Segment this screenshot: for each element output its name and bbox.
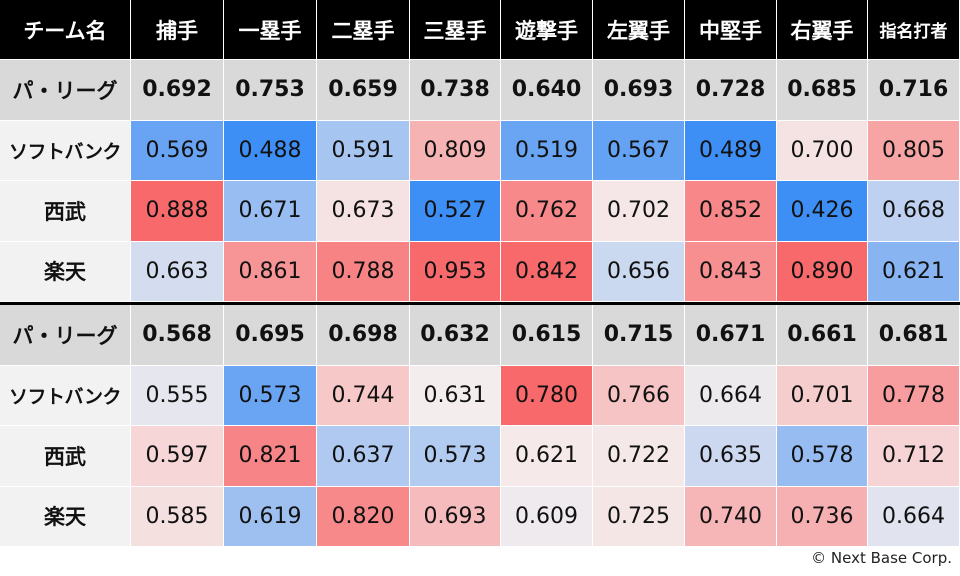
team-label: 西武 [0, 426, 131, 487]
team-label: ソフトバンク [0, 120, 131, 181]
value-cell: 0.766 [593, 365, 685, 426]
value-cell: 0.668 [868, 181, 960, 242]
league-avg-cell: 0.715 [593, 305, 685, 366]
value-cell: 0.722 [593, 426, 685, 487]
league-avg-cell: 0.695 [224, 305, 317, 366]
value-cell: 0.664 [868, 486, 960, 547]
value-cell: 0.488 [224, 120, 317, 181]
value-cell: 0.693 [410, 486, 501, 547]
value-cell: 0.953 [410, 241, 501, 302]
value-cell: 0.702 [593, 181, 685, 242]
value-cell: 0.426 [777, 181, 868, 242]
value-cell: 0.805 [868, 120, 960, 181]
value-cell: 0.744 [317, 365, 410, 426]
team-label: 楽天 [0, 241, 131, 302]
value-cell: 0.609 [501, 486, 593, 547]
header-position-1: 捕手 [131, 0, 224, 60]
value-cell: 0.736 [777, 486, 868, 547]
value-cell: 0.842 [501, 241, 593, 302]
league-avg-cell: 0.640 [501, 60, 593, 121]
value-cell: 0.631 [410, 365, 501, 426]
value-cell: 0.780 [501, 365, 593, 426]
value-cell: 0.573 [224, 365, 317, 426]
team-label: 楽天 [0, 486, 131, 547]
header-position-3: 二塁手 [317, 0, 410, 60]
value-cell: 0.569 [131, 120, 224, 181]
header-position-6: 左翼手 [593, 0, 685, 60]
league-avg-cell: 0.685 [777, 60, 868, 121]
value-cell: 0.809 [410, 120, 501, 181]
value-cell: 0.888 [131, 181, 224, 242]
value-cell: 0.527 [410, 181, 501, 242]
value-cell: 0.671 [224, 181, 317, 242]
league-avg-cell: 0.728 [685, 60, 777, 121]
header-position-8: 右翼手 [777, 0, 868, 60]
value-cell: 0.843 [685, 241, 777, 302]
value-cell: 0.701 [777, 365, 868, 426]
heatmap-table: チーム名 捕手 一塁手 二塁手 三塁手 遊撃手 左翼手 中堅手 右翼手 指名打者 パ・リーグ 0.69… [0, 0, 960, 547]
value-cell: 0.597 [131, 426, 224, 487]
value-cell: 0.778 [868, 365, 960, 426]
league-avg-cell: 0.661 [777, 305, 868, 366]
value-cell: 0.890 [777, 241, 868, 302]
league-avg-cell: 0.716 [868, 60, 960, 121]
value-cell: 0.821 [224, 426, 317, 487]
header-position-7: 中堅手 [685, 0, 777, 60]
team-label: 西武 [0, 181, 131, 242]
value-cell: 0.725 [593, 486, 685, 547]
value-cell: 0.656 [593, 241, 685, 302]
value-cell: 0.567 [593, 120, 685, 181]
value-cell: 0.635 [685, 426, 777, 487]
value-cell: 0.573 [410, 426, 501, 487]
league-avg-cell: 0.698 [317, 305, 410, 366]
header-position-9: 指名打者 [868, 0, 960, 60]
league-avg-cell: 0.753 [224, 60, 317, 121]
league-avg-cell: 0.681 [868, 305, 960, 366]
value-cell: 0.663 [131, 241, 224, 302]
header-team-name: チーム名 [0, 0, 131, 60]
value-cell: 0.712 [868, 426, 960, 487]
header-position-2: 一塁手 [224, 0, 317, 60]
copyright-text: © Next Base Corp. [811, 549, 952, 567]
value-cell: 0.852 [685, 181, 777, 242]
league-avg-cell: 0.659 [317, 60, 410, 121]
league-avg-cell: 0.615 [501, 305, 593, 366]
value-cell: 0.619 [224, 486, 317, 547]
value-cell: 0.621 [501, 426, 593, 487]
value-cell: 0.591 [317, 120, 410, 181]
league-row-label: パ・リーグ [0, 305, 131, 366]
value-cell: 0.820 [317, 486, 410, 547]
value-cell: 0.519 [501, 120, 593, 181]
value-cell: 0.664 [685, 365, 777, 426]
league-avg-cell: 0.692 [131, 60, 224, 121]
value-cell: 0.585 [131, 486, 224, 547]
value-cell: 0.489 [685, 120, 777, 181]
league-avg-cell: 0.568 [131, 305, 224, 366]
value-cell: 0.762 [501, 181, 593, 242]
value-cell: 0.788 [317, 241, 410, 302]
value-cell: 0.673 [317, 181, 410, 242]
header-position-5: 遊撃手 [501, 0, 593, 60]
value-cell: 0.555 [131, 365, 224, 426]
value-cell: 0.637 [317, 426, 410, 487]
value-cell: 0.578 [777, 426, 868, 487]
league-avg-cell: 0.693 [593, 60, 685, 121]
header-position-4: 三塁手 [410, 0, 501, 60]
value-cell: 0.700 [777, 120, 868, 181]
league-avg-cell: 0.671 [685, 305, 777, 366]
value-cell: 0.621 [868, 241, 960, 302]
league-row-label: パ・リーグ [0, 60, 131, 121]
value-cell: 0.740 [685, 486, 777, 547]
value-cell: 0.861 [224, 241, 317, 302]
league-avg-cell: 0.738 [410, 60, 501, 121]
team-label: ソフトバンク [0, 365, 131, 426]
section-divider [0, 302, 960, 305]
league-avg-cell: 0.632 [410, 305, 501, 366]
